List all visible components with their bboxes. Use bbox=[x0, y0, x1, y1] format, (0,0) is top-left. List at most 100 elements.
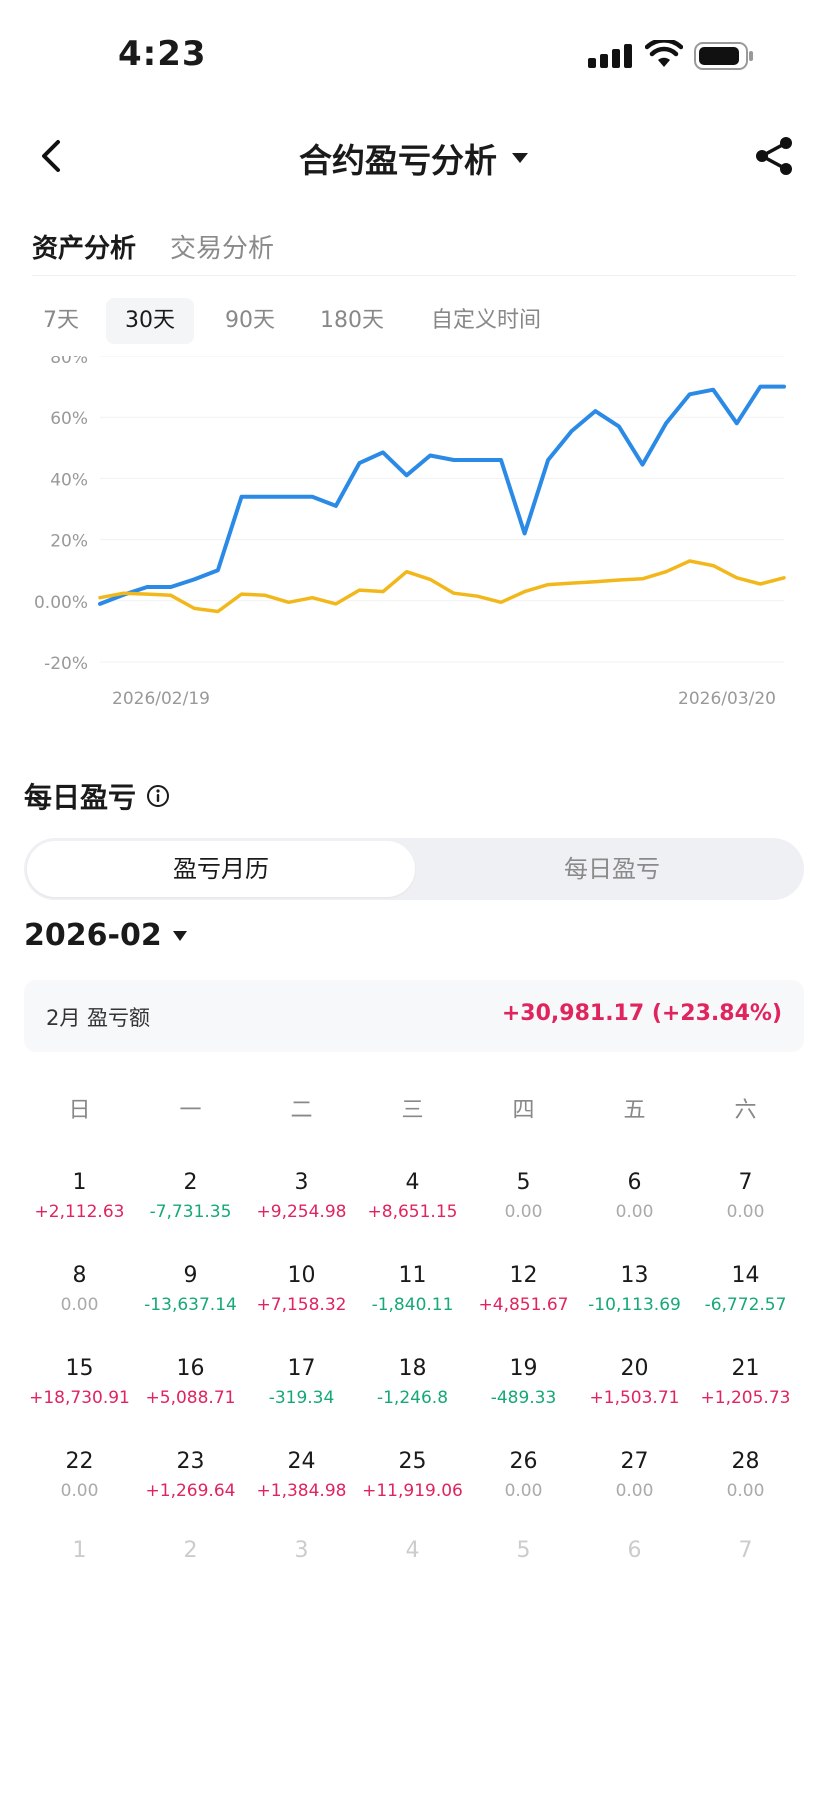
calendar-day-cell[interactable]: 15 +18,730.91 bbox=[24, 1354, 135, 1434]
calendar-day-pnl: -7,731.35 bbox=[149, 1202, 232, 1222]
calendar-day-pnl: +4,851.67 bbox=[478, 1295, 569, 1315]
info-icon[interactable] bbox=[146, 784, 170, 808]
calendar-day-number: 20 bbox=[620, 1356, 649, 1381]
signal-icon bbox=[588, 44, 632, 68]
tab-asset-analysis[interactable]: 资产分析 bbox=[32, 234, 137, 264]
calendar-day-cell[interactable]: 8 0.00 bbox=[24, 1261, 135, 1341]
range-tab-custom[interactable]: 自定义时间 bbox=[430, 308, 541, 333]
x-axis-start-label: 2026/02/19 bbox=[112, 689, 210, 709]
calendar-day-cell[interactable]: 19 -489.33 bbox=[468, 1354, 579, 1434]
daily-pnl-header: 每日盈亏 bbox=[24, 776, 170, 816]
calendar-day-cell[interactable]: 11 -1,840.11 bbox=[357, 1261, 468, 1341]
calendar-day-cell[interactable]: 17 -319.34 bbox=[246, 1354, 357, 1434]
y-tick-label: 20% bbox=[50, 532, 88, 552]
calendar-day-number: 2 bbox=[183, 1170, 198, 1195]
wifi-icon bbox=[645, 40, 683, 67]
calendar-day-cell[interactable]: 14 -6,772.57 bbox=[690, 1261, 801, 1341]
calendar-next-month-day: 5 bbox=[468, 1536, 579, 1616]
calendar-day-pnl: 0.00 bbox=[615, 1202, 654, 1222]
calendar-next-month-day: 6 bbox=[579, 1536, 690, 1616]
status-bar: 4:23 bbox=[0, 0, 828, 110]
calendar-day-pnl: 0.00 bbox=[615, 1481, 654, 1501]
page-title: 合约盈亏分析 bbox=[299, 141, 497, 180]
calendar-day-pnl: -1,840.11 bbox=[371, 1295, 454, 1315]
calendar-day-cell[interactable]: 6 0.00 bbox=[579, 1168, 690, 1248]
x-axis-end-label: 2026/03/20 bbox=[678, 689, 776, 709]
calendar-next-month-day: 7 bbox=[690, 1536, 801, 1616]
calendar-day-cell[interactable]: 21 +1,205.73 bbox=[690, 1354, 801, 1434]
calendar-day-cell[interactable]: 16 +5,088.71 bbox=[135, 1354, 246, 1434]
calendar-day-number: 9 bbox=[183, 1263, 198, 1288]
weekday-label: 二 bbox=[290, 1098, 313, 1123]
calendar-day-number: 3 bbox=[294, 1170, 309, 1195]
calendar-day-cell[interactable]: 5 0.00 bbox=[468, 1168, 579, 1248]
calendar-day-number: 12 bbox=[509, 1263, 538, 1288]
calendar-day-number: 14 bbox=[731, 1263, 760, 1288]
calendar-day-cell[interactable]: 12 +4,851.67 bbox=[468, 1261, 579, 1341]
month-summary-card: 2月 盈亏额 +30,981.17 (+23.84%) bbox=[24, 980, 804, 1052]
calendar-day-number: 8 bbox=[72, 1263, 87, 1288]
y-tick-label: 0.00% bbox=[34, 593, 88, 613]
calendar-day-cell[interactable]: 23 +1,269.64 bbox=[135, 1447, 246, 1527]
month-picker[interactable]: 2026-02 bbox=[24, 918, 188, 953]
nav-bar: 合约盈亏分析 bbox=[0, 120, 828, 192]
battery-icon bbox=[694, 42, 753, 70]
range-tab-30d[interactable]: 30天 bbox=[106, 298, 194, 344]
calendar-next-month-day: 4 bbox=[357, 1536, 468, 1616]
calendar-day-number: 18 bbox=[398, 1356, 427, 1381]
calendar-day-cell[interactable]: 13 -10,113.69 bbox=[579, 1261, 690, 1341]
calendar-day-cell[interactable]: 9 -13,637.14 bbox=[135, 1261, 246, 1341]
back-button[interactable] bbox=[30, 134, 74, 178]
calendar-day-cell[interactable]: 10 +7,158.32 bbox=[246, 1261, 357, 1341]
series-line-2 bbox=[98, 559, 786, 614]
pnl-line-chart: 80% 60% 40% 20% 0.00% -20% 2026/02/19 2026/03/2… bbox=[34, 356, 786, 709]
caret-down-icon bbox=[512, 153, 528, 163]
calendar-day-cell[interactable]: 28 0.00 bbox=[690, 1447, 801, 1527]
calendar-day-cell[interactable]: 24 +1,384.98 bbox=[246, 1447, 357, 1527]
calendar-day-cell[interactable]: 2 -7,731.35 bbox=[135, 1168, 246, 1248]
calendar-day-number: 19 bbox=[509, 1356, 538, 1381]
calendar-day-cell[interactable]: 25 +11,919.06 bbox=[357, 1447, 468, 1527]
calendar-day-number: 26 bbox=[509, 1449, 538, 1474]
calendar-day-cell[interactable]: 1 +2,112.63 bbox=[24, 1168, 135, 1248]
calendar-day-cell[interactable]: 20 +1,503.71 bbox=[579, 1354, 690, 1434]
weekday-label: 日 bbox=[68, 1098, 91, 1123]
calendar-day-pnl: +8,651.15 bbox=[367, 1202, 458, 1222]
calendar-day-cell[interactable]: 3 +9,254.98 bbox=[246, 1168, 357, 1248]
share-icon[interactable] bbox=[752, 134, 796, 178]
calendar-day-cell[interactable]: 4 +8,651.15 bbox=[357, 1168, 468, 1248]
caret-down-icon bbox=[172, 930, 187, 941]
weekday-label: 六 bbox=[734, 1098, 757, 1123]
range-tab-7d[interactable]: 7天 bbox=[43, 308, 79, 333]
range-tab-180d[interactable]: 180天 bbox=[320, 308, 384, 333]
calendar-day-pnl: -319.34 bbox=[268, 1388, 335, 1408]
section-title: 每日盈亏 bbox=[24, 781, 137, 814]
pnl-chart[interactable]: 80% 60% 40% 20% 0.00% -20% 2026/02/19 2026/03/2… bbox=[0, 356, 828, 716]
calendar-day-number: 21 bbox=[731, 1356, 760, 1381]
toggle-calendar[interactable]: 盈亏月历 bbox=[27, 841, 415, 897]
series-line-1 bbox=[98, 384, 786, 606]
calendar-day-cell[interactable]: 22 0.00 bbox=[24, 1447, 135, 1527]
calendar-day-cell[interactable]: 7 0.00 bbox=[690, 1168, 801, 1248]
tab-trade-analysis[interactable]: 交易分析 bbox=[170, 234, 275, 264]
calendar-day-number: 24 bbox=[287, 1449, 316, 1474]
weekday-label: 一 bbox=[179, 1098, 202, 1123]
title-dropdown[interactable]: 合约盈亏分析 bbox=[0, 134, 828, 182]
calendar-day-number: 4 bbox=[405, 1538, 420, 1563]
calendar-day-number: 7 bbox=[738, 1170, 753, 1195]
calendar-day-number: 28 bbox=[731, 1449, 760, 1474]
calendar-day-number: 1 bbox=[72, 1170, 87, 1195]
range-tab-90d[interactable]: 90天 bbox=[225, 308, 275, 333]
calendar-next-month-day: 3 bbox=[246, 1536, 357, 1616]
calendar-day-pnl: 0.00 bbox=[504, 1202, 543, 1222]
calendar-day-cell[interactable]: 18 -1,246.8 bbox=[357, 1354, 468, 1434]
calendar-day-number: 5 bbox=[516, 1538, 531, 1563]
calendar-day-number: 6 bbox=[627, 1170, 642, 1195]
weekday-header: 日一二三四五六 bbox=[24, 1092, 804, 1132]
toggle-daily[interactable]: 每日盈亏 bbox=[564, 855, 660, 883]
calendar-day-number: 3 bbox=[294, 1538, 309, 1563]
calendar-day-cell[interactable]: 27 0.00 bbox=[579, 1447, 690, 1527]
status-time: 4:23 bbox=[118, 34, 207, 74]
calendar-day-cell[interactable]: 26 0.00 bbox=[468, 1447, 579, 1527]
y-tick-label: 60% bbox=[50, 409, 88, 429]
